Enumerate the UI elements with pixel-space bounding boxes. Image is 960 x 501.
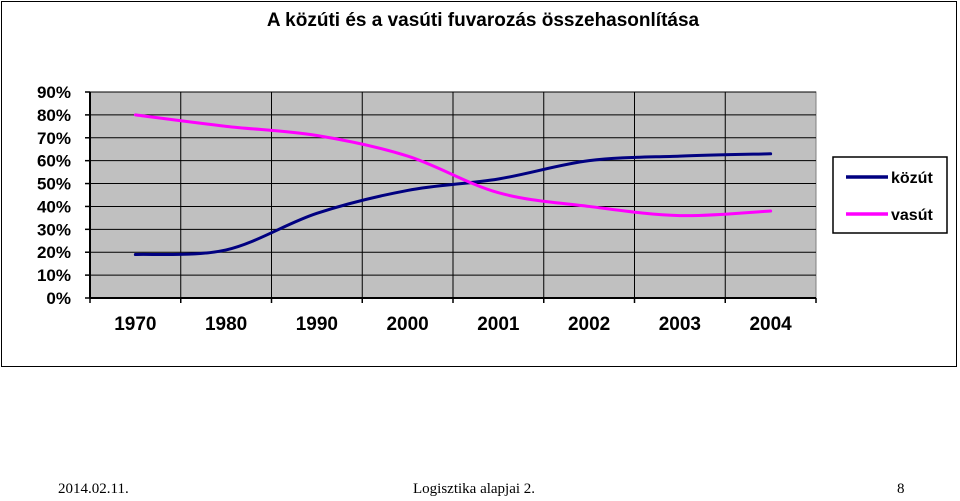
- footer-date: 2014.02.11.: [58, 481, 129, 497]
- y-tick-label: 70%: [37, 129, 71, 148]
- x-tick-label: 2003: [659, 314, 701, 335]
- y-tick-label: 0%: [46, 289, 71, 308]
- x-tick-label: 2001: [477, 314, 520, 335]
- x-tick-label: 1970: [114, 314, 156, 335]
- x-tick-label: 1990: [296, 314, 338, 335]
- y-tick-label: 40%: [37, 197, 71, 216]
- y-tick-label: 30%: [37, 220, 71, 239]
- y-tick-label: 10%: [37, 266, 71, 285]
- x-tick-label: 2002: [568, 314, 610, 335]
- y-tick-label: 60%: [37, 152, 71, 171]
- y-tick-label: 80%: [37, 106, 71, 125]
- series-line-kozut: [133, 152, 773, 257]
- y-tick-label: 20%: [37, 243, 71, 262]
- legend-label: közút: [891, 170, 933, 187]
- y-tick-label: 90%: [37, 83, 71, 102]
- series-line-vasut: [133, 113, 773, 218]
- chart-title: A közúti és a vasúti fuvarozás összehaso…: [266, 10, 700, 31]
- legend-box: [832, 156, 948, 234]
- x-tick-label: 1980: [205, 314, 247, 335]
- x-tick-label: 2000: [386, 314, 428, 335]
- x-tick-label: 2004: [749, 314, 792, 335]
- legend-label: vasút: [891, 207, 933, 224]
- y-tick-label: 50%: [37, 175, 71, 194]
- footer-course-title: Logisztika alapjai 2.: [413, 481, 536, 497]
- footer-page-number: 8: [897, 481, 905, 497]
